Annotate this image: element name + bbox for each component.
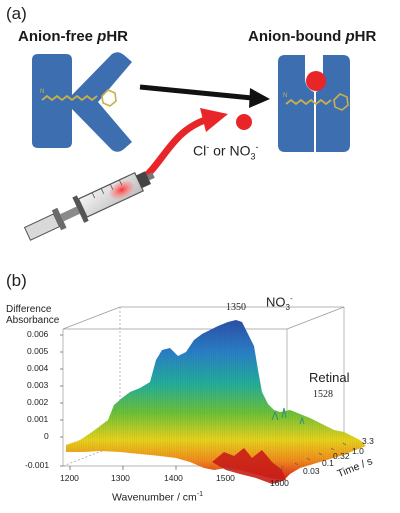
y-tick-label: -0.001 xyxy=(25,460,50,470)
x-tick-marks xyxy=(69,466,283,470)
binding-arrow-head xyxy=(249,88,270,108)
retinal-label: Retinal xyxy=(309,370,350,385)
y-tick-label: 0.003 xyxy=(27,380,49,390)
y-tick-label: 0.001 xyxy=(27,414,49,424)
svg-text:N: N xyxy=(283,93,287,99)
anion-free-title: Anion-free pHR xyxy=(18,28,129,45)
time-tick-mark xyxy=(306,457,311,461)
panel-a-label: (a) xyxy=(6,4,27,23)
y-axis-title: Difference Absorbance xyxy=(6,304,60,326)
y-tick-label: 0.006 xyxy=(27,329,49,339)
peak-label-1350: 1350 xyxy=(226,302,246,313)
time-tick-label: 3.3 xyxy=(362,436,374,446)
x-axis-title: Wavenumber / cm-1 xyxy=(112,491,204,504)
anion-no3-label: NO3- xyxy=(266,294,293,312)
peak-label-1528: 1528 xyxy=(313,389,333,400)
time-tick-label: 0.32 xyxy=(333,451,350,461)
anion-free-protein-shape: N xyxy=(32,52,132,152)
time-tick-mark xyxy=(342,442,347,446)
y-tick-label: 0.005 xyxy=(27,346,49,356)
time-tick-mark xyxy=(294,462,299,466)
anion-bound-title: Anion-bound pHR xyxy=(248,28,377,45)
panel-b-label: (b) xyxy=(6,271,27,290)
time-tick-marks xyxy=(294,442,347,466)
x-tick-label: 1200 xyxy=(60,473,79,483)
y-tick-marks xyxy=(60,334,63,467)
time-tick-mark xyxy=(318,452,323,456)
svg-text:N: N xyxy=(40,89,44,95)
y-tick-label: 0.004 xyxy=(27,363,49,373)
x-tick-label: 1500 xyxy=(216,473,235,483)
panel-a-illustration: N N xyxy=(23,52,350,241)
free-anion-ball xyxy=(236,114,252,130)
time-tick-label: 0.1 xyxy=(322,458,334,468)
time-tick-label: 0.03 xyxy=(303,466,320,476)
y-tick-label: 0 xyxy=(44,431,49,441)
time-tick-label: 1.0 xyxy=(352,446,364,456)
bound-anion-ball xyxy=(306,71,326,91)
time-tick-mark xyxy=(330,447,335,451)
injection-arrow-head xyxy=(200,108,228,132)
y-tick-label: 0.002 xyxy=(27,397,49,407)
anion-label: Cl- or NO3- xyxy=(193,142,259,162)
x-tick-label: 1300 xyxy=(111,473,130,483)
spectral-surface xyxy=(66,320,366,484)
x-tick-label: 1400 xyxy=(164,473,183,483)
syringe-icon xyxy=(23,171,155,241)
anion-bound-protein-shape: N xyxy=(278,55,350,152)
x-tick-label: 1600 xyxy=(270,478,289,488)
